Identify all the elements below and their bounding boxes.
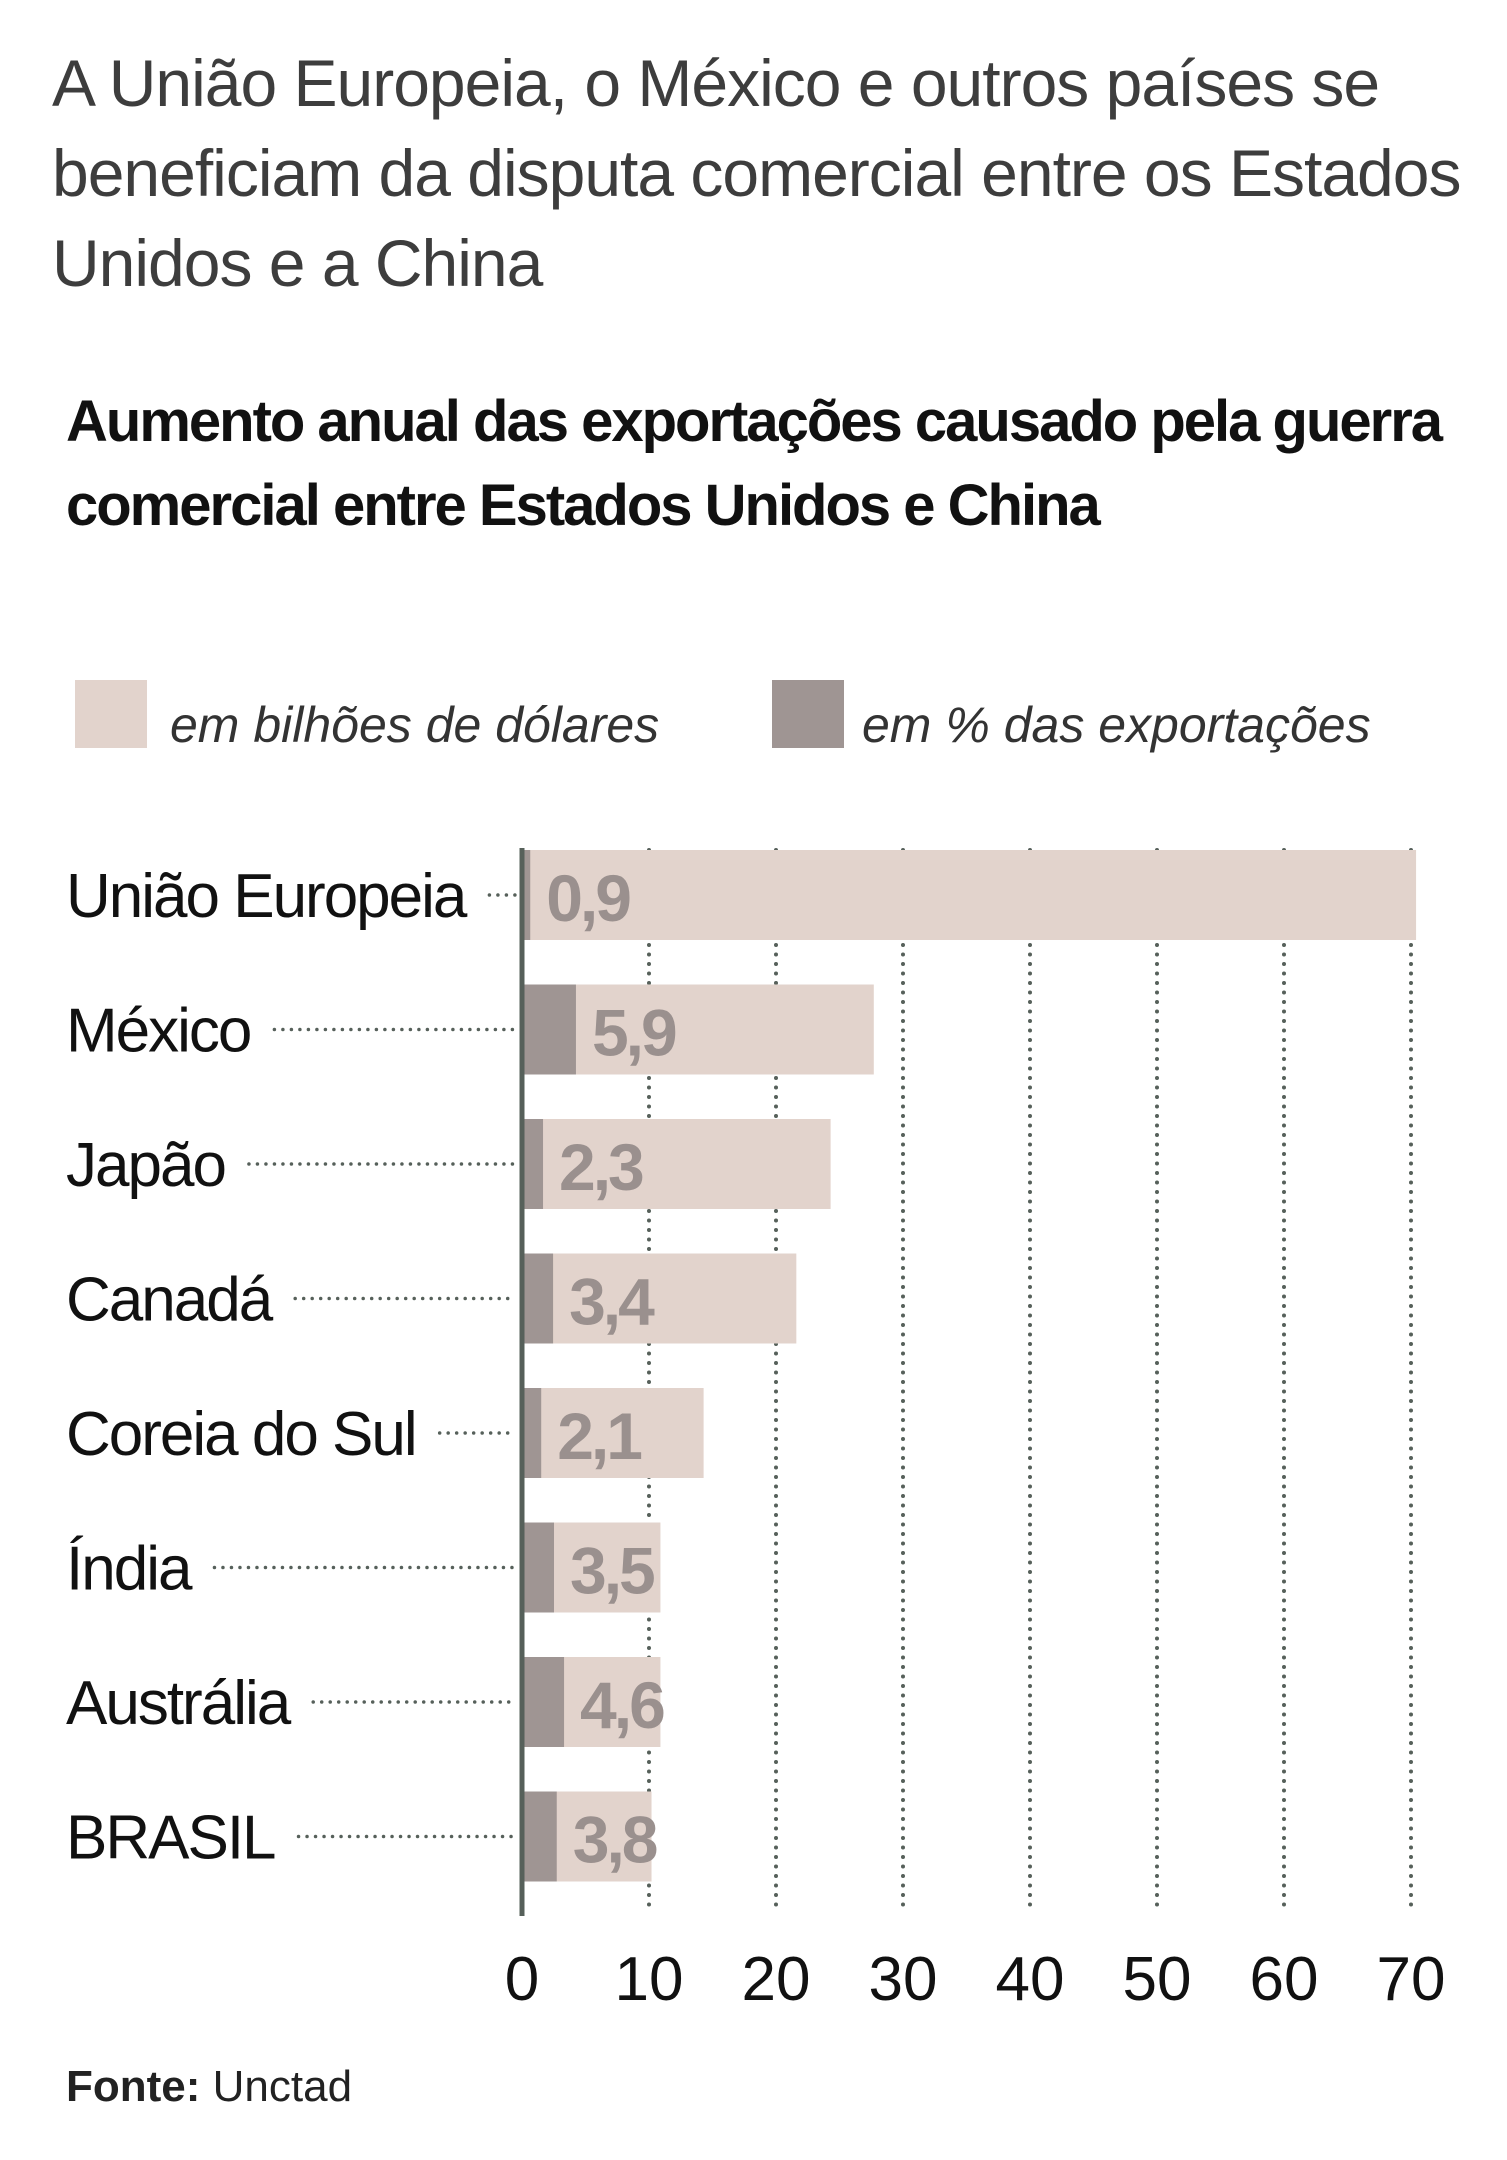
x-tick-label: 20 bbox=[742, 1945, 811, 2014]
bar-billions bbox=[522, 1119, 831, 1209]
data-label: 3,4 bbox=[569, 1265, 655, 1339]
category-label: México bbox=[66, 997, 250, 1066]
source-label: Fonte: bbox=[66, 2062, 201, 2111]
chart-title: Aumento anual das exportações causado pe… bbox=[66, 389, 1443, 538]
x-tick-label: 60 bbox=[1250, 1945, 1319, 2014]
data-label: 2,3 bbox=[559, 1130, 643, 1204]
bar-percent bbox=[522, 1522, 555, 1613]
x-tick-label: 0 bbox=[505, 1945, 539, 2014]
data-label: 0,9 bbox=[546, 861, 630, 935]
bar-percent bbox=[522, 1253, 554, 1344]
bar-billions bbox=[522, 1388, 704, 1478]
bar-billions bbox=[522, 850, 1417, 940]
bar-percent bbox=[522, 1791, 557, 1882]
legend-label-billions: em bilhões de dólares bbox=[170, 697, 659, 753]
bar-percent bbox=[522, 1119, 544, 1209]
category-label: Austrália bbox=[66, 1669, 292, 1738]
category-label: Índia bbox=[66, 1535, 193, 1604]
bar-billions bbox=[522, 984, 874, 1075]
x-tick-label: 50 bbox=[1123, 1945, 1192, 2014]
data-label: 3,5 bbox=[570, 1534, 654, 1608]
bar-percent bbox=[522, 850, 531, 940]
headline: A União Europeia, o México e outros país… bbox=[52, 46, 1461, 300]
x-tick-label: 30 bbox=[869, 1945, 938, 2014]
bar-percent bbox=[522, 984, 576, 1075]
source: Fonte: Unctad bbox=[66, 2062, 352, 2112]
category-label: Japão bbox=[66, 1131, 225, 1200]
data-label: 5,9 bbox=[592, 996, 676, 1070]
legend-label-percent: em % das exportações bbox=[862, 697, 1371, 753]
source-value: Unctad bbox=[212, 2062, 353, 2111]
x-tick-label: 10 bbox=[615, 1945, 684, 2014]
category-label: BRASIL bbox=[66, 1804, 275, 1873]
legend-swatch-billions bbox=[75, 680, 147, 748]
category-label: União Europeia bbox=[66, 862, 468, 931]
category-label: Coreia do Sul bbox=[66, 1400, 416, 1469]
data-label: 4,6 bbox=[580, 1668, 664, 1742]
data-label: 2,1 bbox=[557, 1399, 641, 1473]
x-tick-label: 40 bbox=[996, 1945, 1065, 2014]
data-label: 3,8 bbox=[573, 1803, 657, 1877]
legend-swatch-percent bbox=[772, 680, 844, 748]
bar-percent bbox=[522, 1388, 542, 1478]
bar-billions bbox=[522, 1253, 797, 1344]
bar-percent bbox=[522, 1657, 565, 1747]
x-tick-label: 70 bbox=[1377, 1945, 1446, 2014]
category-label: Canadá bbox=[66, 1266, 274, 1335]
